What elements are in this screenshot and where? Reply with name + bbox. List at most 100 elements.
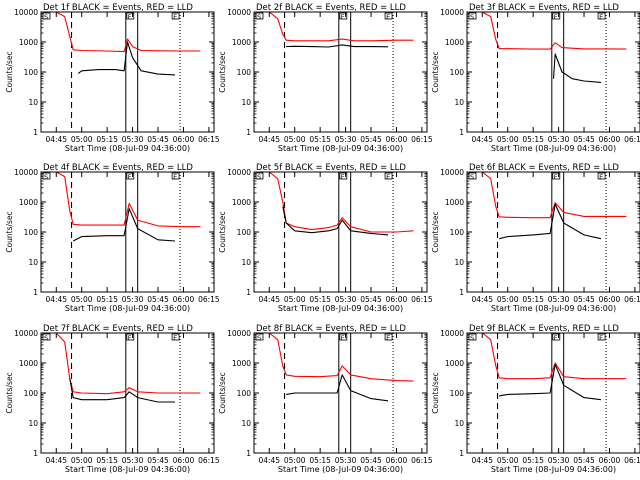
x-tick-label: 05:15 — [96, 135, 118, 144]
series-group — [254, 12, 414, 48]
lld-series-line — [254, 12, 414, 42]
x-tick-label: 06:15 — [198, 456, 220, 465]
flag-letter: F — [341, 173, 345, 181]
y-tick-label: 1 — [246, 449, 251, 458]
y-tick-label: 10000 — [440, 329, 464, 338]
x-tick-label: 05:15 — [309, 295, 331, 304]
flag-letter: E — [599, 13, 603, 21]
flag-box — [552, 12, 561, 20]
lld-series-line — [467, 12, 627, 50]
x-tick-label: 04:45 — [45, 295, 67, 304]
y-tick-label: 1 — [33, 449, 38, 458]
x-tick-label: 05:15 — [522, 295, 544, 304]
plot-frame — [40, 332, 215, 454]
y-axis-label: Counts/sec — [5, 51, 14, 92]
flag-box — [384, 172, 393, 180]
x-tick-label: 05:15 — [522, 135, 544, 144]
chart-title: Det 3f BLACK = Events, RED = LLD — [469, 3, 619, 13]
y-tick-label: 1000 — [445, 198, 464, 207]
flag-letter: S — [44, 173, 48, 181]
flag-box — [597, 172, 606, 180]
plot-frame — [253, 171, 428, 293]
flag-box — [597, 333, 606, 341]
flag-letter: F — [554, 13, 558, 21]
flag-box — [126, 172, 135, 180]
flag-letter: E — [173, 334, 177, 342]
flag-letter: E — [386, 334, 390, 342]
flag-box — [552, 172, 561, 180]
flag-letter: E — [386, 13, 390, 21]
y-tick-label: 100 — [24, 68, 39, 77]
x-tick-label: 06:15 — [198, 295, 220, 304]
x-tick-label: 04:45 — [471, 295, 493, 304]
x-tick-label: 06:15 — [198, 135, 220, 144]
chart-panel-5: Det 5f BLACK = Events, RED = LLD 1 10 100 10… — [218, 163, 433, 313]
flag-box — [468, 172, 477, 180]
events-series-line — [69, 378, 175, 403]
flag-box — [339, 172, 348, 180]
flag-letter: S — [257, 173, 261, 181]
x-tick-label: 05:30 — [122, 295, 144, 304]
x-tick-label: 05:45 — [360, 135, 382, 144]
y-tick-label: 1000 — [19, 38, 38, 47]
series-group — [41, 172, 201, 242]
x-tick-label: 05:15 — [96, 295, 118, 304]
flag-box — [339, 12, 348, 20]
y-axis-label: Counts/sec — [431, 211, 440, 252]
x-tick-label: 06:00 — [386, 456, 408, 465]
x-tick-label: 05:45 — [573, 135, 595, 144]
x-tick-label: 05:00 — [71, 135, 93, 144]
x-tick-label: 05:00 — [71, 295, 93, 304]
flag-box — [384, 333, 393, 341]
x-tick-label: 06:00 — [386, 295, 408, 304]
series-group — [254, 333, 414, 402]
x-tick-label: 05:00 — [497, 456, 519, 465]
y-tick-label: 1000 — [232, 198, 251, 207]
x-tick-label: 05:15 — [309, 135, 331, 144]
series-group — [467, 333, 627, 401]
lld-series-line — [41, 172, 201, 228]
x-tick-label: 05:30 — [335, 135, 357, 144]
chart-title: Det 2f BLACK = Events, RED = LLD — [256, 3, 406, 13]
x-tick-label: 04:45 — [258, 295, 280, 304]
y-tick-label: 10000 — [14, 329, 38, 338]
y-tick-label: 1000 — [445, 38, 464, 47]
events-series-line — [72, 208, 176, 242]
x-tick-label: 05:45 — [147, 456, 169, 465]
y-tick-label: 10000 — [440, 168, 464, 177]
flag-box — [255, 172, 264, 180]
x-axis-label: Start Time (08-Jul-09 04:36:00) — [491, 465, 616, 474]
flag-box — [126, 333, 135, 341]
x-tick-label: 05:00 — [497, 295, 519, 304]
x-tick-label: 04:45 — [258, 135, 280, 144]
x-tick-label: 04:45 — [471, 456, 493, 465]
x-tick-label: 06:00 — [386, 135, 408, 144]
y-tick-label: 10 — [454, 98, 464, 107]
y-tick-label: 100 — [237, 389, 252, 398]
series-group — [41, 12, 201, 76]
chart-panel-1: Det 1f BLACK = Events, RED = LLD 1 10 100 10… — [5, 3, 220, 153]
y-tick-label: 10000 — [227, 8, 251, 17]
x-tick-label: 04:45 — [258, 456, 280, 465]
y-axis-label: Counts/sec — [431, 51, 440, 92]
x-tick-label: 06:00 — [599, 295, 621, 304]
y-tick-label: 10000 — [440, 8, 464, 17]
flag-letter: E — [386, 173, 390, 181]
x-axis-label: Start Time (08-Jul-09 04:36:00) — [278, 465, 403, 474]
plot-frame — [40, 11, 215, 133]
y-tick-label: 100 — [237, 68, 252, 77]
x-tick-label: 06:00 — [173, 135, 195, 144]
flag-box — [42, 12, 51, 20]
x-tick-label: 06:15 — [624, 295, 640, 304]
y-tick-label: 100 — [450, 68, 465, 77]
x-tick-label: 05:00 — [284, 456, 306, 465]
y-tick-label: 100 — [450, 389, 465, 398]
y-tick-label: 1 — [33, 288, 38, 297]
x-tick-label: 05:30 — [122, 456, 144, 465]
x-tick-label: 05:30 — [548, 135, 570, 144]
x-tick-label: 05:15 — [522, 456, 544, 465]
x-tick-label: 05:15 — [96, 456, 118, 465]
x-tick-label: 06:00 — [173, 456, 195, 465]
chart-title: Det 7f BLACK = Events, RED = LLD — [43, 324, 193, 334]
flag-box — [171, 172, 180, 180]
